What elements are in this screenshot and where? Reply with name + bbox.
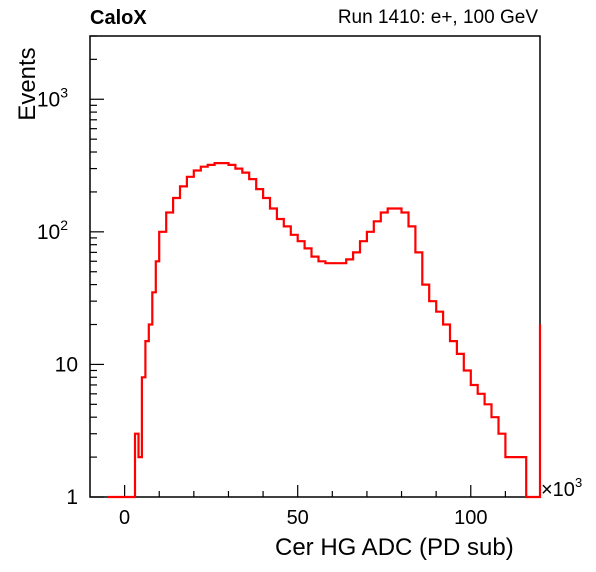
y-axis-title: Events — [14, 47, 41, 121]
x-tick-label: 100 — [454, 507, 487, 529]
plot-frame — [89, 35, 541, 498]
y-tick-label: 1 — [66, 486, 78, 509]
y-tick-label: 10 — [55, 353, 78, 376]
x-tick-label: 0 — [119, 507, 130, 529]
experiment-label: CaloX — [90, 7, 147, 29]
x-axis-title: Cer HG ADC (PD sub) — [275, 534, 514, 561]
x-axis: 0 50 100 — [119, 485, 541, 529]
histogram-series-line — [107, 162, 542, 499]
y-tick-label: 102 — [37, 217, 68, 244]
y-axis: 1 10 102 103 — [37, 35, 104, 509]
y-tick-label: 103 — [37, 84, 68, 111]
x-tick-label: 50 — [287, 507, 309, 529]
run-label: Run 1410: e+, 100 GeV — [337, 7, 538, 28]
x-multiplier-label: ×103 — [541, 475, 582, 501]
